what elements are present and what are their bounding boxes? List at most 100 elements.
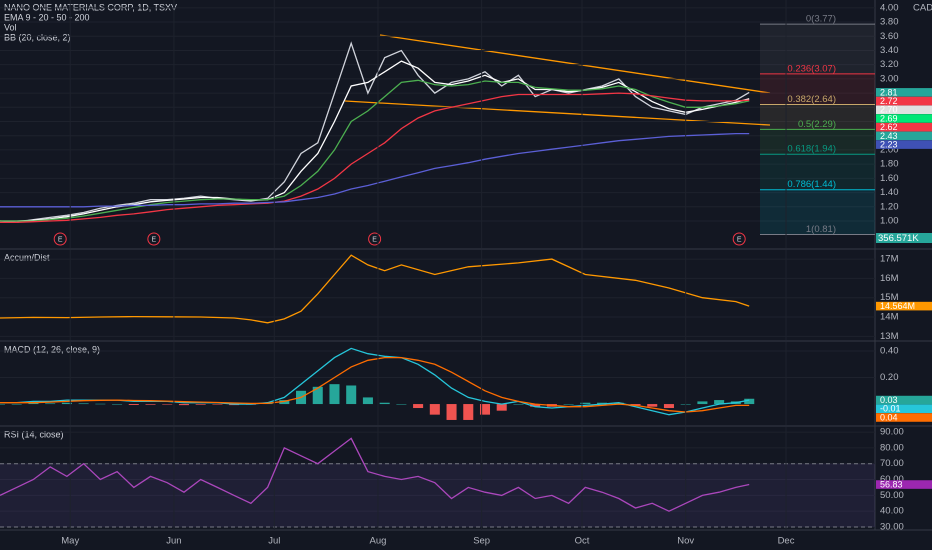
- y-tick-label: 90.00: [880, 427, 904, 438]
- price-badge: [876, 105, 932, 115]
- y-tick-label: 1.20: [880, 201, 899, 212]
- fib-band: [760, 189, 875, 235]
- y-tick-label: 1.60: [880, 173, 899, 184]
- price-badge: [876, 413, 932, 422]
- earnings-label: E: [372, 236, 377, 243]
- fib-label: 0.382(2.64): [787, 94, 836, 105]
- fib-label: 1(0.81): [806, 224, 836, 235]
- histogram-bar: [61, 402, 72, 405]
- fib-band: [760, 129, 875, 155]
- price-label: 2.69: [880, 113, 898, 123]
- histogram-bar: [744, 398, 755, 405]
- indicator-label: BB (20, close, 2): [4, 32, 71, 42]
- earnings-marker: [147, 232, 161, 246]
- price-badge: [876, 480, 932, 489]
- histogram-bar: [178, 404, 189, 406]
- price-badge: [876, 395, 932, 405]
- series-line: [0, 356, 750, 413]
- histogram-bar: [162, 404, 173, 405]
- y-tick-label: 15M: [880, 292, 899, 303]
- series-line: [0, 92, 750, 224]
- y-tick-label: 40.00: [880, 506, 904, 517]
- y-tick-label: 3.40: [880, 45, 899, 56]
- histogram-bar: [362, 397, 373, 405]
- histogram-bar: [312, 386, 323, 405]
- price-badge: [876, 96, 932, 106]
- histogram-bar: [396, 404, 407, 405]
- series-line: [0, 132, 750, 208]
- volume-label: 356.571K: [878, 233, 919, 244]
- y-tick-label: 3.80: [880, 17, 899, 28]
- histogram-bar: [630, 404, 641, 406]
- histogram-bar: [379, 402, 390, 405]
- histogram-bar: [28, 402, 39, 405]
- panel-title: MACD (12, 26, close, 9): [4, 344, 100, 354]
- y-tick-label: 3.60: [880, 31, 899, 42]
- series-line: [0, 79, 750, 222]
- histogram-bar: [112, 404, 123, 405]
- price-badge: [876, 131, 932, 141]
- histogram-bar: [647, 404, 658, 407]
- price-label: 2.72: [880, 96, 898, 106]
- histogram-bar: [279, 400, 290, 405]
- price-badge: [876, 404, 932, 414]
- series-line: [0, 437, 750, 512]
- histogram-bar: [463, 404, 474, 420]
- price-label: 2.81: [880, 87, 898, 97]
- histogram-bar: [479, 404, 491, 415]
- rsi-band: [0, 463, 875, 527]
- y-tick-label: 4.00: [880, 2, 899, 13]
- histogram-bar: [697, 401, 708, 405]
- histogram-bar: [145, 404, 156, 405]
- trendline: [344, 100, 771, 126]
- histogram-bar: [346, 385, 357, 405]
- histogram-bar: [78, 403, 89, 405]
- price-label: 2.23: [880, 139, 898, 149]
- earnings-label: E: [737, 236, 742, 243]
- earnings-label: E: [58, 236, 63, 243]
- earnings-label: E: [152, 236, 157, 243]
- fib-label: 0.786(1.44): [787, 179, 836, 190]
- fib-band: [760, 104, 875, 130]
- x-tick-label: Jul: [268, 536, 280, 547]
- histogram-bar: [195, 404, 206, 405]
- y-tick-label: 80.00: [880, 442, 904, 453]
- y-tick-label: 70.00: [880, 458, 904, 469]
- y-tick-label: 1.80: [880, 159, 899, 170]
- y-tick-label: 60.00: [880, 474, 904, 485]
- earnings-marker: [732, 232, 746, 246]
- currency: CAD: [913, 3, 932, 14]
- indicator-label: Vol: [4, 22, 17, 32]
- histogram-bar: [714, 400, 725, 405]
- price-label: 0.03: [880, 395, 898, 405]
- histogram-bar: [597, 402, 608, 405]
- histogram-bar: [212, 404, 223, 405]
- histogram-bar: [45, 403, 56, 405]
- price-label: 2.43: [880, 131, 898, 141]
- price-badge: [876, 301, 932, 311]
- histogram-bar: [0, 404, 6, 405]
- y-tick-label: 14M: [880, 312, 899, 323]
- histogram-bar: [530, 404, 541, 407]
- fib-label: 0(3.77): [806, 14, 836, 25]
- histogram-bar: [95, 403, 106, 405]
- histogram-bar: [580, 402, 591, 405]
- histogram-bar: [563, 404, 574, 405]
- histogram-bar: [446, 404, 457, 420]
- fib-band: [760, 24, 875, 74]
- y-tick-label: 1.00: [880, 216, 899, 227]
- fib-band: [760, 154, 875, 190]
- price-label: 0.04: [880, 412, 898, 422]
- x-tick-label: Oct: [575, 536, 590, 547]
- price-label: 14.564M: [880, 301, 915, 311]
- trendline: [379, 34, 771, 94]
- histogram-bar: [413, 404, 424, 409]
- y-tick-label: 0.40: [880, 346, 899, 357]
- histogram-bar: [128, 404, 139, 405]
- volume-badge: [876, 233, 932, 243]
- y-tick-label: 3.00: [880, 73, 899, 84]
- series-line: [0, 254, 750, 324]
- histogram-bar: [11, 404, 22, 405]
